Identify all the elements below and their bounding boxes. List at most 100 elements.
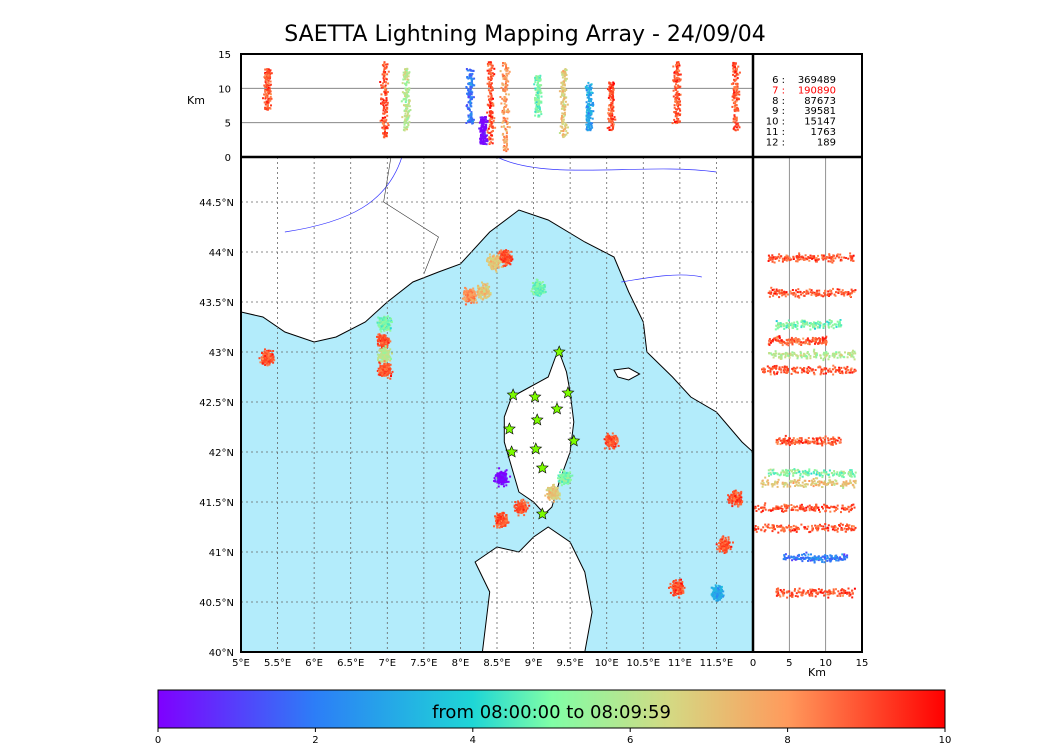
- top-point: [564, 90, 566, 93]
- top-point: [494, 126, 497, 129]
- top-point: [379, 119, 382, 122]
- top-point: [472, 120, 475, 122]
- lightning-point: [603, 447, 606, 450]
- top-point: [679, 93, 682, 96]
- lightning-point: [606, 436, 609, 439]
- top-point: [264, 107, 267, 110]
- top-point: [610, 96, 613, 99]
- top-point: [472, 118, 475, 121]
- lightning-point: [261, 362, 264, 365]
- top-point: [536, 78, 539, 81]
- lightning-point: [269, 353, 272, 355]
- top-point: [562, 88, 565, 91]
- lightning-point: [554, 495, 557, 498]
- lightning-point: [381, 344, 384, 347]
- top-point: [384, 92, 387, 95]
- station-star: [561, 386, 575, 399]
- top-point: [269, 90, 272, 93]
- top-point: [386, 122, 389, 125]
- top-point: [380, 97, 383, 100]
- top-point: [488, 81, 491, 84]
- lightning-point: [606, 444, 609, 447]
- lightning-point: [518, 506, 520, 509]
- top-point: [588, 118, 590, 121]
- top-point: [478, 127, 481, 130]
- lightning-point: [537, 281, 540, 284]
- top-point: [383, 62, 386, 65]
- top-point: [538, 106, 541, 109]
- top-point: [490, 96, 493, 99]
- lightning-point: [267, 351, 270, 354]
- top-point: [383, 66, 386, 69]
- lightning-point: [507, 253, 510, 256]
- lightning-point: [721, 541, 724, 544]
- top-point: [382, 102, 385, 105]
- top-point: [505, 150, 508, 153]
- lightning-point: [385, 369, 388, 372]
- lightning-point: [377, 333, 380, 336]
- lightning-point: [722, 590, 725, 593]
- lightning-point: [461, 297, 464, 300]
- top-point: [505, 136, 508, 139]
- lightning-point: [521, 511, 524, 514]
- lightning-point: [677, 596, 680, 599]
- top-point: [479, 139, 482, 142]
- top-point: [383, 112, 386, 115]
- top-point: [733, 86, 736, 89]
- top-point: [505, 120, 508, 123]
- lightning-point: [557, 496, 560, 499]
- lightning-point: [503, 521, 506, 524]
- top-point: [503, 102, 506, 105]
- top-point: [484, 117, 487, 120]
- top-point: [585, 87, 588, 90]
- top-point: [588, 97, 591, 100]
- lightning-point: [539, 290, 542, 293]
- top-point: [489, 104, 492, 107]
- lightning-point: [502, 249, 505, 252]
- lightning-point: [547, 496, 550, 499]
- lightning-point: [560, 468, 563, 471]
- lightning-point: [380, 348, 383, 351]
- lightning-point: [562, 479, 565, 482]
- lightning-point: [739, 500, 741, 503]
- lightning-point: [384, 339, 387, 342]
- top-point: [467, 115, 470, 118]
- top-point: [407, 116, 410, 119]
- lightning-point: [524, 510, 527, 513]
- lightning-point: [389, 329, 392, 332]
- lightning-point: [496, 512, 499, 515]
- top-point: [678, 64, 681, 67]
- lightning-point: [379, 341, 382, 344]
- top-point: [404, 74, 407, 77]
- lightning-point: [679, 587, 682, 590]
- top-point: [269, 77, 271, 80]
- map-panel: [241, 157, 753, 652]
- top-point: [491, 142, 494, 145]
- lightning-point: [517, 508, 520, 511]
- top-point: [489, 106, 491, 109]
- lightning-point: [379, 349, 382, 352]
- top-point: [561, 92, 564, 95]
- lightning-point: [385, 372, 388, 374]
- top-point: [677, 61, 680, 64]
- lightning-point: [677, 588, 680, 591]
- lightning-point: [549, 494, 552, 497]
- top-point: [483, 131, 486, 134]
- lightning-point: [497, 257, 500, 260]
- lightning-point: [272, 357, 275, 360]
- lightning-point: [724, 540, 726, 543]
- top-point: [405, 70, 408, 73]
- top-point: [407, 95, 410, 98]
- lightning-point: [733, 503, 736, 506]
- lightning-point: [378, 320, 381, 323]
- top-point: [485, 143, 488, 146]
- top-point: [266, 106, 269, 109]
- top-point: [587, 94, 590, 97]
- lightning-point: [498, 526, 501, 529]
- top-point: [488, 63, 490, 66]
- lightning-point: [715, 599, 718, 602]
- top-point: [467, 119, 470, 122]
- lightning-point: [740, 503, 743, 506]
- top-point: [503, 138, 506, 141]
- top-point: [481, 135, 484, 138]
